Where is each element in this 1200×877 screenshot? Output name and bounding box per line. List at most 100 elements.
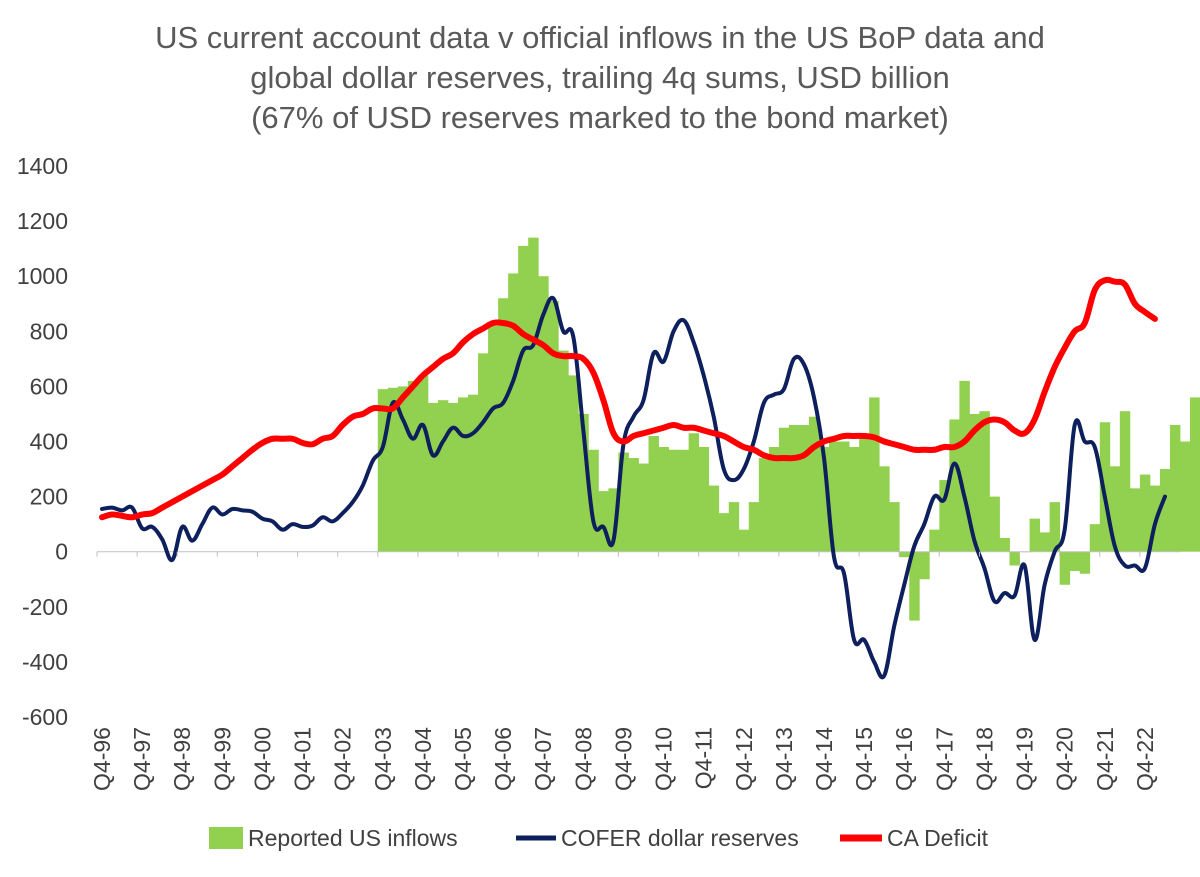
bar-reported-us-inflows: [1039, 532, 1051, 552]
x-tick-label: Q4-96: [89, 727, 115, 791]
x-tick-label: Q4-11: [691, 727, 717, 789]
line-series-group: [99, 276, 1167, 680]
y-tick-label: -400: [22, 649, 68, 675]
bar-reported-us-inflows: [377, 389, 389, 552]
bar-reported-us-inflows: [447, 402, 459, 552]
bar-reported-us-inflows: [628, 458, 639, 552]
bar-reported-us-inflows: [999, 537, 1010, 552]
bar-reported-us-inflows: [798, 424, 810, 552]
bar-reported-us-inflows: [979, 411, 990, 552]
bar-reported-us-inflows: [598, 491, 609, 552]
x-tick-label: Q4-00: [249, 727, 275, 791]
y-tick-label: 1000: [17, 263, 68, 289]
x-tick-label: Q4-17: [931, 727, 957, 791]
x-tick-label: Q4-06: [490, 727, 516, 791]
legend-swatch-reported-us-inflows: [209, 827, 243, 849]
bars-series: [377, 237, 1200, 621]
bar-reported-us-inflows: [1180, 441, 1191, 552]
bar-reported-us-inflows: [578, 413, 589, 552]
bar-reported-us-inflows: [478, 353, 489, 552]
bar-reported-us-inflows: [889, 502, 900, 552]
y-tick-label: 800: [30, 318, 68, 344]
bar-reported-us-inflows: [758, 458, 770, 552]
bar-reported-us-inflows: [1029, 518, 1041, 552]
bar-reported-us-inflows: [708, 485, 720, 552]
y-tick-label: 200: [30, 484, 68, 510]
bar-reported-us-inflows: [608, 488, 619, 552]
chart-title-line-2: global dollar reserves, trailing 4q sums…: [250, 60, 950, 95]
bar-reported-us-inflows: [919, 551, 930, 580]
bar-reported-us-inflows: [588, 449, 599, 552]
bar-reported-us-inflows: [849, 447, 860, 552]
x-tick-label: Q4-14: [811, 727, 837, 791]
bar-reported-us-inflows: [508, 273, 519, 552]
x-tick-label: Q4-05: [450, 727, 476, 791]
bar-reported-us-inflows: [738, 529, 750, 552]
x-axis-tick-labels: Q4-96 Q4-97 Q4-98 Q4-99 Q4-00 Q4-01 Q4-02 Q4-03…: [89, 551, 1158, 791]
bar-reported-us-inflows: [618, 452, 629, 552]
bar-reported-us-inflows: [668, 449, 680, 552]
bar-reported-us-inflows: [839, 441, 850, 552]
x-tick-label: Q4-22: [1132, 727, 1158, 791]
bar-reported-us-inflows: [538, 276, 549, 552]
x-tick-label: Q4-07: [530, 727, 556, 791]
bar-reported-us-inflows: [768, 447, 780, 552]
bar-reported-us-inflows: [859, 438, 870, 552]
x-tick-label: Q4-12: [731, 727, 757, 791]
bar-reported-us-inflows: [698, 447, 710, 552]
bar-reported-us-inflows: [427, 402, 439, 552]
y-tick-label: -600: [22, 704, 68, 730]
bar-reported-us-inflows: [548, 300, 559, 552]
bar-reported-us-inflows: [678, 449, 690, 552]
bar-reported-us-inflows: [688, 433, 700, 552]
y-tick-label: 400: [30, 429, 68, 455]
bar-reported-us-inflows: [417, 375, 429, 552]
x-tick-label: Q4-04: [410, 727, 436, 791]
bar-reported-us-inflows: [1109, 466, 1121, 552]
bar-reported-us-inflows: [909, 551, 920, 621]
bar-reported-us-inflows: [568, 375, 579, 552]
bar-reported-us-inflows: [1049, 502, 1061, 552]
x-tick-label: Q4-13: [771, 727, 797, 791]
x-tick-label: Q4-98: [169, 727, 195, 791]
line-ca-deficit: [99, 276, 1158, 521]
bar-reported-us-inflows: [1159, 469, 1171, 552]
legend-label-reported-us-inflows: Reported US inflows: [248, 825, 458, 851]
bar-reported-us-inflows: [959, 380, 970, 552]
x-tick-label: Q4-01: [290, 727, 316, 791]
x-tick-label: Q4-10: [651, 727, 677, 791]
bar-reported-us-inflows: [387, 387, 399, 552]
bar-reported-us-inflows: [488, 325, 499, 552]
bar-reported-us-inflows: [728, 502, 740, 552]
bar-reported-us-inflows: [397, 386, 409, 552]
bar-reported-us-inflows: [1069, 551, 1081, 571]
x-tick-label: Q4-02: [330, 727, 356, 791]
x-tick-label: Q4-21: [1092, 727, 1118, 791]
legend: Reported US inflows COFER dollar reserve…: [209, 825, 989, 851]
bar-reported-us-inflows: [989, 496, 1000, 552]
bar-reported-us-inflows: [869, 397, 880, 552]
bar-reported-us-inflows: [808, 416, 820, 552]
bar-reported-us-inflows: [969, 413, 980, 552]
bar-reported-us-inflows: [528, 237, 539, 552]
x-tick-label: Q4-15: [851, 727, 877, 791]
bar-reported-us-inflows: [437, 400, 449, 552]
bar-reported-us-inflows: [1119, 411, 1131, 552]
bar-reported-us-inflows: [1089, 524, 1101, 552]
chart-title-line-3: (67% of USD reserves marked to the bond …: [251, 100, 949, 135]
bar-reported-us-inflows: [1169, 424, 1181, 552]
x-tick-label: Q4-97: [129, 727, 155, 791]
bar-reported-us-inflows: [899, 551, 910, 558]
bar-reported-us-inflows: [407, 380, 419, 552]
bar-reported-us-inflows: [829, 441, 840, 552]
x-tick-label: Q4-09: [610, 727, 636, 791]
bar-reported-us-inflows: [778, 427, 790, 552]
bar-reported-us-inflows: [1009, 551, 1020, 566]
x-tick-label: Q4-18: [971, 727, 997, 791]
chart-title-line-1: US current account data v official inflo…: [155, 20, 1045, 55]
x-tick-label: Q4-08: [570, 727, 596, 791]
bar-reported-us-inflows: [929, 529, 940, 552]
y-tick-label: 600: [30, 373, 68, 399]
line-cofer-dollar-reserves: [100, 295, 1167, 680]
